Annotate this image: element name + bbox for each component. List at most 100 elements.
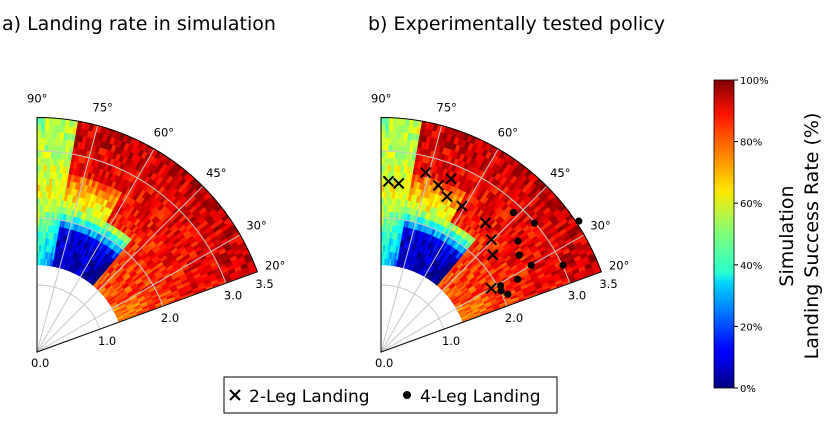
theta-grid-line <box>380 234 585 353</box>
heatmap-cell <box>47 137 53 146</box>
colorbar: 0% 20% 40% 60% 80% 100% Simulation Landing Su… <box>713 76 823 395</box>
theta-tick-label: 90° <box>27 92 47 106</box>
heatmap-cell <box>387 137 393 145</box>
theta-tick-label: 60° <box>498 126 518 140</box>
colorbar-tick-label: 100% <box>740 76 769 87</box>
heatmap-cell <box>387 144 393 152</box>
heatmap-cell <box>380 157 385 165</box>
r-tick-label: 1.0 <box>98 334 116 348</box>
theta-tick-label: 75° <box>437 100 457 114</box>
colorbar-label-line1: Simulation <box>776 185 798 286</box>
heatmap-cell <box>39 164 44 172</box>
colorbar-tick-label: 60% <box>740 199 762 210</box>
heatmap-cell <box>44 117 50 125</box>
colorbar-tick-label: 0% <box>740 384 756 395</box>
heatmap-cell <box>40 144 45 152</box>
heatmap-cell <box>47 130 53 139</box>
legend-label-2-leg: 2-Leg Landing <box>249 387 370 407</box>
heatmap-cell <box>43 164 48 172</box>
heatmap-cell <box>48 124 54 132</box>
marker-4-leg <box>530 219 539 227</box>
marker-4-leg <box>515 251 523 259</box>
r-grid-arc <box>380 150 571 284</box>
r-grid-arc <box>380 284 445 330</box>
heatmap-cell <box>40 130 46 139</box>
heatmap-cell <box>36 123 42 132</box>
heatmap-cell <box>40 117 46 125</box>
heatmap-cell <box>39 190 43 199</box>
heatmap-cell <box>39 184 44 192</box>
heatmap-cell <box>36 137 42 145</box>
heatmap-cell <box>40 150 45 159</box>
heatmap-cell <box>39 170 44 179</box>
panel-b-polar-scatter: 20° 30° 45° 60° 75° 90° 0.0 1.0 2.0 3.0 3.5 <box>371 92 629 370</box>
theta-tick-label: 45° <box>206 166 226 180</box>
heatmap-cell <box>383 190 387 199</box>
theta-grid-line <box>36 125 99 353</box>
theta-grid-line <box>36 148 155 353</box>
heatmap-cell <box>384 117 390 125</box>
heatmap-cell <box>387 164 392 172</box>
theta-tick-label: 75° <box>93 100 113 114</box>
marker-2-leg <box>382 175 395 188</box>
heatmap-cell <box>36 157 41 165</box>
panel-b-title: b) Experimentally tested policy <box>368 13 665 35</box>
theta-grid-line <box>380 185 548 353</box>
heatmap-cell <box>380 137 386 145</box>
heatmap-cell <box>39 204 43 212</box>
marker-2-leg <box>485 282 497 295</box>
colorbar-gradient <box>713 79 735 389</box>
heatmap-cell <box>380 130 386 138</box>
theta-tick-label: 60° <box>154 126 174 140</box>
marker-4-leg <box>527 261 535 269</box>
heatmap-cell <box>36 130 42 138</box>
panel-a-title: a) Landing rate in simulation <box>2 13 276 35</box>
marker-4-leg <box>575 217 583 225</box>
r-grid-arc <box>36 150 227 284</box>
theta-grid-line <box>36 234 241 353</box>
heatmap-cell <box>36 143 41 152</box>
marker-4-leg <box>559 261 567 269</box>
colorbar-ticks: 0% 20% 40% 60% 80% 100% <box>734 76 769 395</box>
marker-2-leg <box>487 249 499 261</box>
marker-2-leg <box>432 179 445 192</box>
marker-4-leg <box>504 290 512 298</box>
marker-2-leg <box>456 200 468 212</box>
heatmap-cell <box>43 157 48 165</box>
heatmap-cell <box>384 123 390 132</box>
heatmap-cell <box>43 150 48 159</box>
theta-grid-line <box>36 185 204 353</box>
heatmap-cell <box>383 204 387 212</box>
heatmap-cell <box>384 130 390 139</box>
legend-box <box>223 376 558 414</box>
heatmap-cell <box>387 157 392 165</box>
colorbar-tick-label: 80% <box>740 138 762 149</box>
heatmap-cell <box>392 124 398 132</box>
heatmap-cell <box>384 150 389 159</box>
marker-2-leg <box>479 217 492 229</box>
heatmap-cell <box>39 157 45 165</box>
heatmap-cell <box>386 170 391 179</box>
heatmap-cell <box>380 117 386 125</box>
theta-grid-line <box>380 148 499 353</box>
theta-tick-label: 20° <box>265 258 285 272</box>
panel-a-polar-heatmap: 20° 30° 45° 60° 75° 90° 0.0 1.0 2.0 3.0 3.5 <box>27 92 285 370</box>
r-tick-label: 3.0 <box>224 288 242 302</box>
marker-2-leg <box>393 177 405 190</box>
heatmap-cell <box>388 117 394 125</box>
heatmap-cell <box>44 130 49 139</box>
theta-grid-line <box>380 125 443 353</box>
colorbar-tick-label: 40% <box>740 261 762 272</box>
heatmap-cell <box>384 144 389 152</box>
legend: 2-Leg Landing 4-Leg Landing <box>223 376 558 414</box>
legend-label-4-leg: 4-Leg Landing <box>420 387 541 407</box>
r-grid-arc <box>36 217 164 307</box>
heatmap-cell <box>391 130 397 139</box>
colorbar-label-line2: Landing Success Rate (%) <box>801 113 823 360</box>
heatmap-cell <box>44 124 50 132</box>
r-grid-arc <box>36 284 101 330</box>
theta-tick-label: 20° <box>609 258 629 272</box>
r-tick-label: 2.0 <box>505 311 523 325</box>
heatmap-cell <box>383 164 388 172</box>
